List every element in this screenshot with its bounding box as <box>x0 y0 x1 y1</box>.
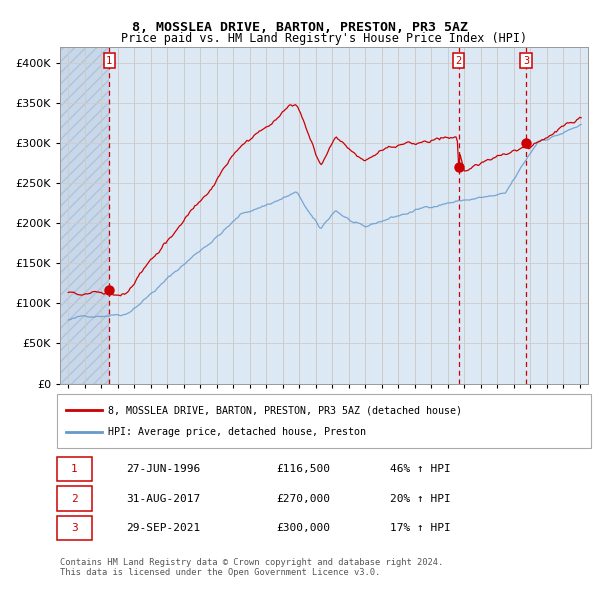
Text: 3: 3 <box>523 55 529 65</box>
Text: 29-SEP-2021: 29-SEP-2021 <box>126 523 200 533</box>
Bar <box>60 47 109 384</box>
Text: 31-AUG-2017: 31-AUG-2017 <box>126 494 200 503</box>
Text: 2: 2 <box>71 494 78 503</box>
Text: £300,000: £300,000 <box>276 523 330 533</box>
Text: 17% ↑ HPI: 17% ↑ HPI <box>390 523 451 533</box>
Text: 20% ↑ HPI: 20% ↑ HPI <box>390 494 451 503</box>
Text: £116,500: £116,500 <box>276 464 330 474</box>
Text: £270,000: £270,000 <box>276 494 330 503</box>
Text: 1: 1 <box>71 464 78 474</box>
Text: Contains HM Land Registry data © Crown copyright and database right 2024.
This d: Contains HM Land Registry data © Crown c… <box>60 558 443 577</box>
Text: 3: 3 <box>71 523 78 533</box>
Text: HPI: Average price, detached house, Preston: HPI: Average price, detached house, Pres… <box>108 427 366 437</box>
Text: 1: 1 <box>106 55 112 65</box>
Text: 8, MOSSLEA DRIVE, BARTON, PRESTON, PR3 5AZ (detached house): 8, MOSSLEA DRIVE, BARTON, PRESTON, PR3 5… <box>108 405 462 415</box>
Title: Price paid vs. HM Land Registry's House Price Index (HPI): Price paid vs. HM Land Registry's House … <box>121 32 527 45</box>
Text: 27-JUN-1996: 27-JUN-1996 <box>126 464 200 474</box>
Text: 8, MOSSLEA DRIVE, BARTON, PRESTON, PR3 5AZ: 8, MOSSLEA DRIVE, BARTON, PRESTON, PR3 5… <box>132 21 468 34</box>
Text: 2: 2 <box>455 55 462 65</box>
Bar <box>60 47 109 384</box>
Text: 46% ↑ HPI: 46% ↑ HPI <box>390 464 451 474</box>
